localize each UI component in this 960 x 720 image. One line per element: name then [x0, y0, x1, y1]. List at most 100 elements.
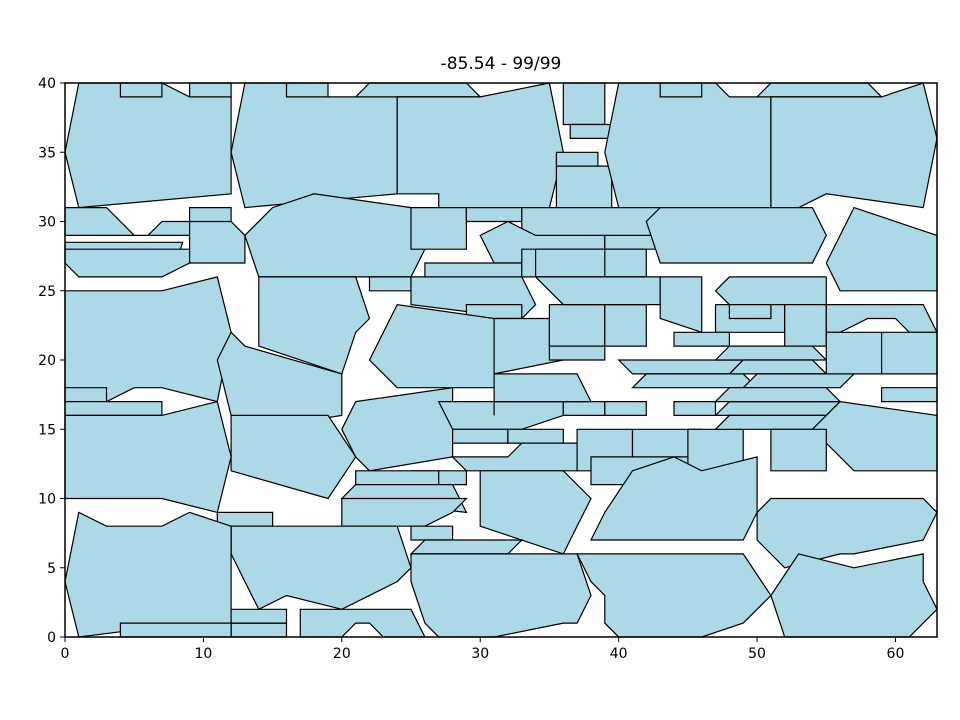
polygon-2	[119, 82, 163, 98]
polygon-42	[534, 276, 661, 306]
y-tick-label: 35	[38, 145, 56, 161]
polygon-76	[825, 331, 883, 375]
polygon-35	[534, 248, 606, 278]
polygon-1	[64, 82, 232, 209]
polygon-93	[230, 622, 288, 638]
x-tick-label: 0	[61, 646, 70, 662]
polygon-56	[437, 401, 564, 430]
polygon-20	[189, 220, 246, 264]
polygon-68	[617, 359, 745, 375]
polygon-9	[569, 123, 613, 139]
polygon-19	[64, 248, 191, 278]
polygon-51	[64, 387, 108, 403]
polygon-21	[244, 193, 426, 278]
y-tick-label: 15	[38, 422, 56, 438]
polygon-49	[673, 331, 731, 347]
y-tick-label: 40	[38, 76, 56, 92]
polygon-30	[258, 276, 371, 375]
polygon-89	[410, 525, 454, 541]
polygon-78	[880, 387, 938, 403]
polygon-69	[631, 373, 759, 389]
polygon-52	[64, 401, 163, 416]
polygon-62	[507, 428, 564, 444]
polygon-79	[811, 400, 938, 472]
chart-title: -85.54 - 99/99	[441, 54, 562, 74]
polygon-98	[770, 553, 938, 638]
polygon-12	[604, 82, 772, 209]
polygon-46	[728, 304, 772, 320]
polygon-84	[341, 497, 468, 527]
polygon-92	[64, 511, 232, 638]
polygon-77	[880, 331, 938, 375]
polygon-28	[825, 206, 938, 292]
x-tick-label: 10	[194, 646, 212, 662]
y-tick-label: 5	[47, 561, 56, 577]
polygon-61	[452, 428, 509, 444]
y-axis: 0 5 10 15 20 25 30 35 40	[38, 76, 65, 646]
y-tick-label: 20	[38, 353, 56, 369]
polygon-14	[755, 82, 884, 98]
polygon-53	[64, 400, 232, 514]
polygon-3	[189, 82, 232, 98]
polygon-31	[368, 276, 412, 292]
polygon-43	[659, 276, 703, 334]
x-tick-label: 40	[610, 646, 628, 662]
polygon-82	[355, 470, 440, 486]
polygon-87	[590, 456, 758, 541]
polygon-10	[555, 151, 599, 167]
polygon-22	[410, 207, 467, 250]
polygon-63	[451, 442, 578, 472]
polygon-37	[368, 303, 495, 389]
polygon-11	[555, 165, 613, 209]
x-tick-label: 50	[748, 646, 766, 662]
polygon-5	[285, 82, 329, 98]
polygon-88	[756, 497, 938, 569]
polygon-7	[396, 82, 564, 209]
polygon-23	[465, 207, 523, 223]
polygon-8	[562, 82, 606, 126]
polygon-94	[230, 608, 288, 624]
x-tick-label: 20	[333, 646, 351, 662]
polygon-73	[714, 401, 842, 416]
polygon-70	[714, 345, 828, 361]
x-tick-label: 60	[887, 646, 905, 662]
polygon-58	[604, 401, 647, 416]
polygon-90	[409, 539, 524, 555]
polygon-48	[825, 304, 938, 333]
polygon-57	[562, 401, 606, 416]
x-axis: 0 10 20 30 40 50 60	[61, 637, 905, 662]
polygon-59	[673, 401, 717, 416]
y-tick-label: 0	[47, 630, 56, 646]
polygon-29	[64, 276, 232, 403]
polygon-4	[230, 82, 398, 209]
polygon-80	[770, 428, 827, 472]
polygon-97	[576, 553, 772, 638]
polygon-41	[548, 345, 606, 361]
y-tick-label: 25	[38, 284, 56, 300]
plot-frame	[64, 82, 938, 638]
polygon-layer	[64, 82, 938, 638]
polygon-72	[741, 373, 856, 389]
polygon-74	[714, 387, 842, 403]
polygon-71	[727, 359, 828, 375]
x-tick-label: 30	[471, 646, 489, 662]
polygon-6	[354, 82, 482, 98]
polygon-75	[714, 414, 827, 430]
y-tick-label: 30	[38, 215, 56, 231]
polygon-54	[230, 414, 357, 500]
polygon-95	[299, 608, 426, 638]
polygon-27	[645, 207, 827, 264]
polygon-39	[548, 304, 606, 347]
polygon-96	[410, 553, 592, 638]
polygon-47	[784, 304, 827, 347]
polygon-91	[230, 525, 412, 611]
polygon-44	[714, 276, 827, 306]
polygon-13	[659, 82, 703, 98]
polygon-40	[604, 304, 647, 347]
polygon-55	[341, 387, 454, 472]
y-tick-label: 10	[38, 492, 56, 508]
polygon-33	[424, 262, 523, 278]
polygon-15	[770, 82, 938, 209]
polygon-60	[493, 373, 592, 416]
